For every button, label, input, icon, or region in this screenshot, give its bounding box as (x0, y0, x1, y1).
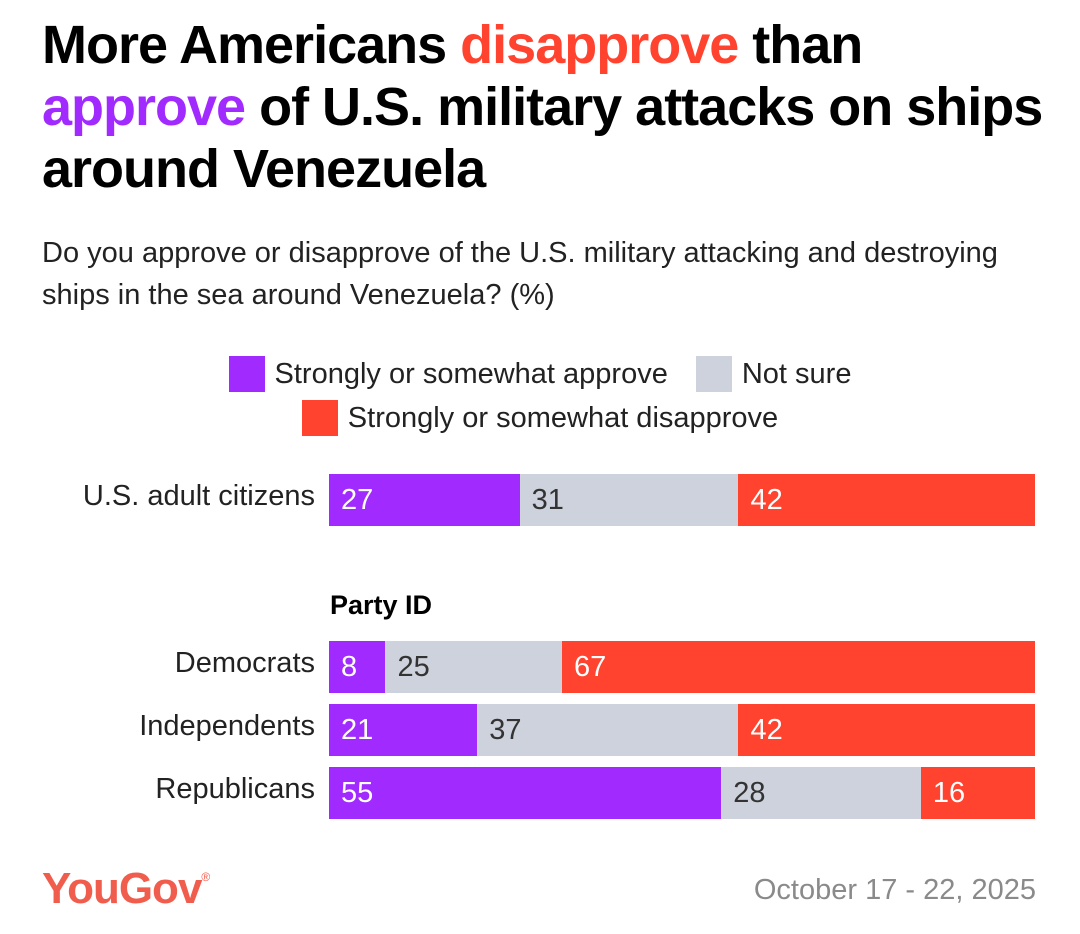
legend-item-approve: Strongly or somewhat approve (228, 356, 668, 392)
bar-segment-democrats-disapprove (561, 641, 1035, 693)
bar-segment-independents-disapprove (738, 704, 1035, 756)
legend-row-2: Strongly or somewhat disapprove (0, 396, 1080, 440)
bar-segment-republicans-disapprove (920, 767, 1035, 819)
data-label-democrats-disapprove: 67 (573, 651, 607, 683)
data-label-independents-not-sure: 37 (489, 714, 522, 746)
data-label-u-s-adult-citizens-approve: 27 (341, 484, 374, 516)
data-label-republicans-not-sure: 28 (733, 777, 766, 809)
bar-segment-independents-approve (329, 704, 478, 756)
bar-segment-u-s-adult-citizens-disapprove (738, 474, 1035, 526)
data-label-republicans-disapprove: 16 (932, 777, 966, 809)
row-label-independents: Independents (139, 710, 315, 742)
title-text: More Americans (42, 15, 461, 75)
data-label-democrats-not-sure: 25 (397, 651, 430, 683)
bar-segment-republicans-approve (329, 767, 722, 819)
yougov-logo: YouGov® (42, 864, 210, 914)
legend: Strongly or somewhat approve Not sure St… (0, 352, 1080, 440)
data-label-u-s-adult-citizens-not-sure: 31 (531, 484, 564, 516)
legend-swatch-not-sure (695, 356, 732, 392)
chart-title: More Americans disapprove than approve o… (42, 14, 1052, 200)
legend-item-not-sure: Not sure (695, 356, 852, 392)
title-highlight-approve: approve (42, 77, 246, 137)
data-label-independents-disapprove: 42 (750, 714, 783, 746)
data-label-democrats-approve: 8 (341, 651, 358, 683)
title-text: of U.S. military attacks on ships around… (42, 77, 1043, 199)
legend-row-1: Strongly or somewhat approve Not sure (0, 352, 1080, 396)
data-label-u-s-adult-citizens-disapprove: 42 (750, 484, 783, 516)
bar-segment-independents-not-sure (477, 704, 739, 756)
legend-item-disapprove: Strongly or somewhat disapprove (301, 400, 779, 436)
title-highlight-disapprove: disapprove (460, 15, 739, 75)
row-label-us-adult-citizens: U.S. adult citizens (82, 480, 315, 512)
title-text: than (738, 15, 863, 75)
legend-label-not-sure: Not sure (741, 357, 852, 390)
bar-segment-u-s-adult-citizens-not-sure (519, 474, 739, 526)
brand-name: YouGov (42, 864, 202, 913)
registered-mark: ® (201, 870, 210, 884)
legend-swatch-approve (228, 356, 265, 392)
legend-swatch-disapprove (301, 400, 338, 436)
data-label-independents-approve: 21 (341, 714, 374, 746)
chart-subtitle: Do you approve or disapprove of the U.S.… (42, 237, 998, 311)
legend-label-disapprove: Strongly or somewhat disapprove (347, 401, 779, 434)
data-label-republicans-approve: 55 (341, 777, 374, 809)
row-label-republicans: Republicans (155, 773, 315, 805)
bar-segment-democrats-not-sure (385, 641, 562, 693)
legend-label-approve: Strongly or somewhat approve (274, 357, 668, 390)
group-header-party-id: Party ID (330, 590, 433, 620)
row-label-democrats: Democrats (174, 647, 315, 679)
bar-segment-u-s-adult-citizens-approve (329, 474, 520, 526)
bar-segment-republicans-not-sure (721, 767, 921, 819)
bar-segment-democrats-approve (329, 641, 386, 693)
survey-date: October 17 - 22, 2025 (753, 874, 1036, 906)
